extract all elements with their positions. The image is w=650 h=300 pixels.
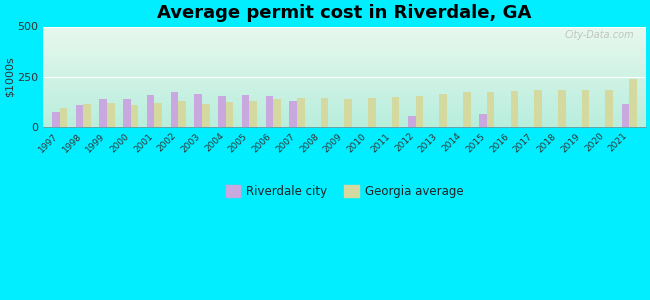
Bar <box>621 103 629 127</box>
Bar <box>487 92 495 127</box>
Bar <box>289 100 297 127</box>
Bar <box>226 102 233 127</box>
Bar <box>107 103 114 127</box>
Bar <box>297 98 304 127</box>
Bar <box>250 100 257 127</box>
Text: City-Data.com: City-Data.com <box>564 29 634 40</box>
Bar <box>439 94 447 127</box>
Bar <box>75 105 83 127</box>
Bar <box>194 94 202 127</box>
Bar <box>463 92 471 127</box>
Bar <box>344 99 352 127</box>
Bar <box>479 114 487 127</box>
Bar <box>242 94 250 127</box>
Bar <box>558 89 566 127</box>
Bar <box>147 94 155 127</box>
Bar <box>415 95 423 127</box>
Y-axis label: $1000s: $1000s <box>4 56 14 97</box>
Bar <box>52 112 60 127</box>
Bar <box>408 116 415 127</box>
Bar <box>123 99 131 127</box>
Bar <box>266 95 273 127</box>
Bar <box>99 99 107 127</box>
Bar <box>171 92 178 127</box>
Bar <box>202 103 209 127</box>
Bar <box>60 108 67 127</box>
Bar <box>629 79 637 127</box>
Bar <box>131 105 138 127</box>
Bar <box>320 98 328 127</box>
Bar <box>273 99 281 127</box>
Bar <box>178 100 186 127</box>
Legend: Riverdale city, Georgia average: Riverdale city, Georgia average <box>221 181 468 203</box>
Bar <box>83 103 91 127</box>
Bar <box>392 97 400 127</box>
Bar <box>368 98 376 127</box>
Bar <box>582 89 590 127</box>
Bar <box>510 91 518 127</box>
Bar <box>534 89 542 127</box>
Bar <box>218 95 226 127</box>
Bar <box>606 89 613 127</box>
Title: Average permit cost in Riverdale, GA: Average permit cost in Riverdale, GA <box>157 4 532 22</box>
Bar <box>155 103 162 127</box>
